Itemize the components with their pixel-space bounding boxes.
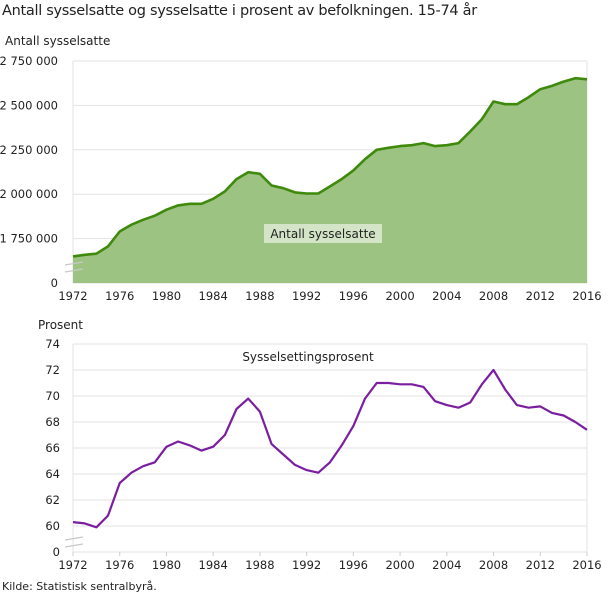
y-tick-label: 2 500 000 (0, 98, 58, 112)
x-tick-label: 1976 (105, 558, 134, 572)
y-tick-label: 70 (45, 389, 60, 403)
x-tick-label: 2008 (479, 558, 508, 572)
y-tick-label: 68 (45, 415, 60, 429)
x-tick-label: 1980 (152, 289, 181, 303)
x-tick-label: 1992 (292, 558, 321, 572)
series-label: Sysselsettingsprosent (242, 350, 374, 364)
axis-break-mark (64, 261, 84, 266)
x-tick-label: 2008 (479, 289, 508, 303)
x-tick-label: 2016 (572, 289, 601, 303)
x-tick-label: 1980 (152, 558, 181, 572)
y-tick-label: 60 (45, 519, 60, 533)
chart-title: Antall sysselsatte og sysselsatte i pros… (2, 3, 477, 19)
y-tick-label: 0 (51, 276, 58, 290)
x-tick-label: 2004 (432, 558, 461, 572)
y-axis-label-bottom: Prosent (38, 318, 83, 332)
x-tick-label: 1984 (199, 558, 228, 572)
y-tick-label: 1 750 000 (0, 232, 58, 246)
y-tick-label: 64 (45, 467, 60, 481)
x-tick-label: 2012 (526, 289, 555, 303)
axis-break-mark (64, 268, 84, 273)
x-tick-label: 1992 (292, 289, 321, 303)
x-tick-label: 2004 (432, 289, 461, 303)
x-tick-label: 1996 (339, 558, 368, 572)
area-line (72, 76, 588, 258)
series-line (72, 368, 588, 529)
y-tick-label: 0 (53, 545, 60, 559)
axis-break-mark (64, 536, 84, 541)
x-tick-label: 2012 (526, 558, 555, 572)
axis-break-mark (64, 543, 84, 548)
x-tick-label: 1972 (58, 558, 87, 572)
x-tick-label: 1988 (245, 289, 274, 303)
x-tick-label: 1996 (339, 289, 368, 303)
y-tick-label: 2 000 000 (0, 187, 58, 201)
x-tick-label: 2000 (385, 558, 414, 572)
series-label: Antall sysselsatte (270, 227, 375, 241)
x-tick-label: 1984 (199, 289, 228, 303)
x-tick-label: 1976 (105, 289, 134, 303)
y-axis-label-top: Antall sysselsatte (5, 34, 111, 48)
source-note: Kilde: Statistisk sentralbyrå. (2, 580, 157, 593)
x-tick-label: 1988 (245, 558, 274, 572)
series-label-box (264, 224, 382, 243)
area-fill (73, 78, 587, 283)
x-tick-label: 2016 (572, 558, 601, 572)
y-tick-label: 2 250 000 (0, 143, 58, 157)
y-tick-label: 62 (45, 493, 60, 507)
y-tick-label: 2 750 000 (0, 54, 58, 68)
y-tick-label: 74 (45, 337, 60, 351)
x-tick-label: 2000 (385, 289, 414, 303)
y-tick-label: 66 (45, 441, 60, 455)
x-tick-label: 1972 (58, 289, 87, 303)
y-tick-label: 72 (45, 363, 60, 377)
